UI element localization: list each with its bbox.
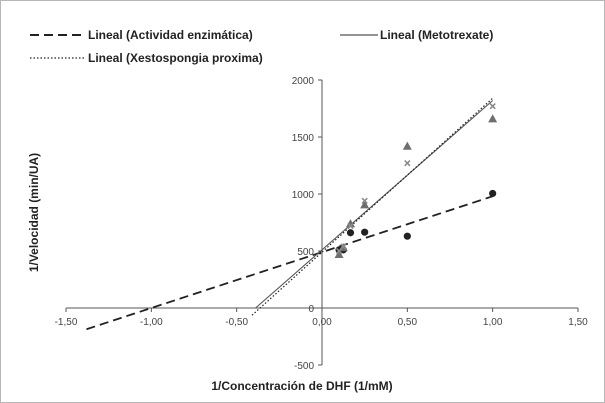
legend-label: Lineal (Actividad enzimática) [88, 28, 253, 42]
solid-line-swatch-icon [340, 34, 378, 36]
y-tick-label: 1500 [292, 133, 315, 144]
trendline-solid [255, 100, 494, 309]
data-point-triangle [360, 200, 370, 209]
data-point-x [347, 222, 354, 230]
data-point-x [335, 247, 343, 255]
data-point-circle [489, 189, 497, 198]
legend-label: Lineal (Metotrexate) [380, 28, 494, 42]
y-tick-label: 2000 [292, 76, 315, 87]
data-point-x [404, 160, 411, 167]
x-tick-label: 0,00 [312, 317, 332, 328]
y-tick-label: 1000 [292, 190, 315, 201]
x-tick-label: 0,50 [398, 317, 418, 328]
data-point-triangle [346, 219, 356, 228]
x-tick-label: -0,50 [225, 317, 248, 328]
x-tick-label: 1,00 [483, 317, 503, 328]
x-tick-label: -1,50 [55, 317, 78, 328]
legend-entry-xestospongia-proxima: Lineal (Xestospongia proxima) [30, 51, 263, 65]
trendline-dashed [86, 195, 493, 331]
dotted-line-swatch-icon [30, 57, 86, 59]
x-tick-label: -1,00 [140, 317, 163, 328]
dashed-line-swatch-icon [30, 34, 86, 36]
data-point-x [340, 243, 347, 250]
x-tick-label: 1,50 [568, 317, 588, 328]
data-point-triangle [334, 249, 344, 259]
data-point-triangle [488, 114, 498, 123]
x-axis-title: 1/Concentración de DHF (1/mM) [211, 379, 392, 393]
y-tick-label: 0 [308, 304, 314, 315]
data-point-circle [403, 232, 411, 240]
data-point-x [489, 103, 496, 110]
data-point-circle [346, 229, 355, 237]
y-axis-title: 1/Velocidad (min/UA) [27, 153, 41, 272]
legend-entry-actividad-enzimatica: Lineal (Actividad enzimática) [30, 28, 253, 42]
y-tick-label: -500 [294, 361, 314, 372]
y-tick-label: 500 [297, 247, 314, 258]
data-point-circle [361, 228, 369, 236]
trendline-dotted [251, 97, 494, 316]
legend-entry-metotrexate: Lineal (Metotrexate) [340, 28, 493, 42]
data-point-x [361, 197, 368, 205]
data-point-triangle [402, 141, 412, 150]
legend-label: Lineal (Xestospongia proxima) [88, 51, 263, 65]
